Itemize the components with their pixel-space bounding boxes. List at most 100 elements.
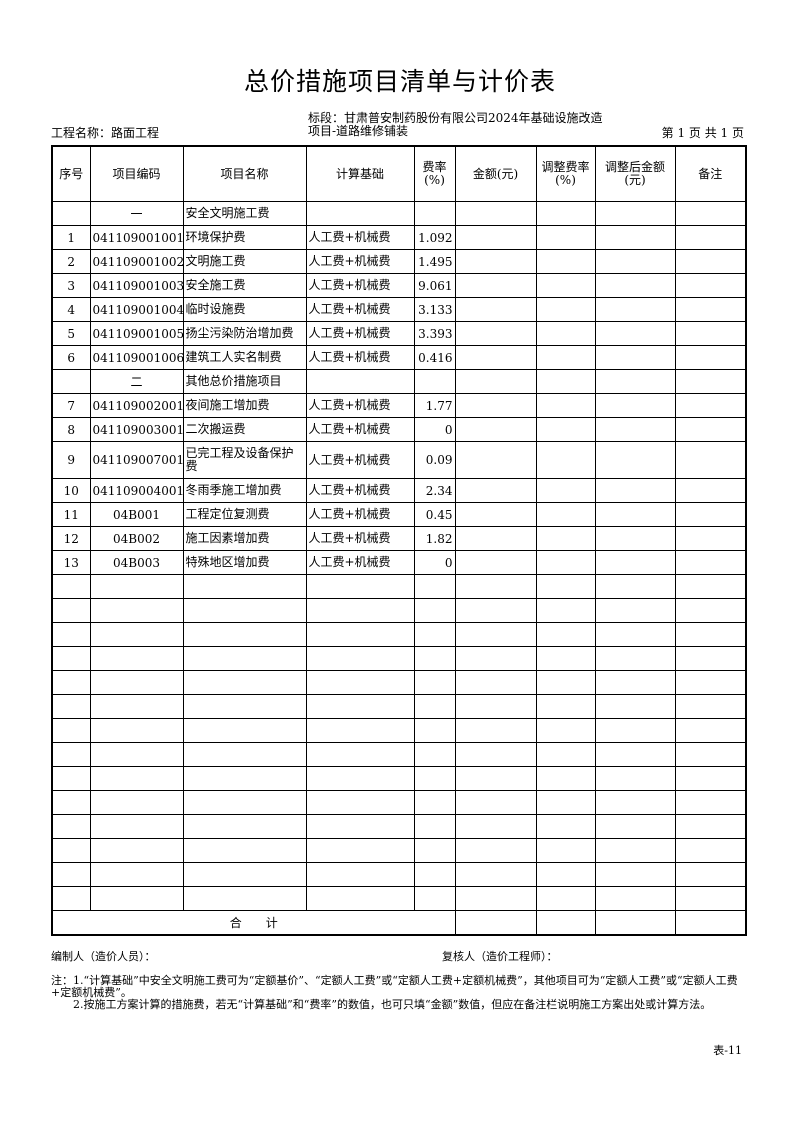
section-label: 标段：甘肃普安制药股份有限公司2024年基础设施改造项目-道路维修铺装 [308, 111, 603, 138]
total-label: 合 计 [51, 910, 456, 936]
column-header: 项目编码 [89, 145, 184, 202]
cell-name: 安全文明施工费 [182, 201, 307, 226]
cell-name: 文明施工费 [182, 249, 307, 274]
empty-cell [182, 766, 307, 791]
empty-cell [594, 441, 676, 479]
cell-rate: 3.133 [413, 297, 456, 322]
empty-cell [413, 694, 456, 719]
empty-cell [674, 321, 747, 346]
table-row: 11 04B001 工程定位复测费 人工费+机械费 0.45 [51, 502, 747, 527]
cell-code: 041109001004 [89, 297, 184, 322]
cell-code: 041109003001 [89, 417, 184, 442]
table-row: 一安全文明施工费 [51, 201, 747, 226]
empty-cell [89, 670, 184, 695]
cell-basis: 人工费+机械费 [305, 249, 415, 274]
empty-cell [535, 694, 596, 719]
empty-cell [413, 670, 456, 695]
empty-cell [594, 790, 676, 815]
empty-cell [454, 742, 537, 767]
empty-cell [674, 838, 747, 863]
empty-cell [535, 646, 596, 671]
cell-no: 1 [51, 225, 91, 250]
empty-row [51, 766, 747, 791]
empty-cell [305, 790, 415, 815]
cell-rate: 1.495 [413, 249, 456, 274]
form-number: 表-11 [713, 1044, 742, 1057]
empty-row [51, 862, 747, 887]
column-header: 项目名称 [182, 145, 307, 202]
table-row: 2 041109001002 文明施工费 人工费+机械费 1.495 [51, 249, 747, 274]
empty-cell [454, 862, 537, 887]
empty-cell [594, 910, 676, 936]
empty-cell [535, 441, 596, 479]
empty-cell [305, 718, 415, 743]
empty-cell [89, 646, 184, 671]
cell-rate: 3.393 [413, 321, 456, 346]
empty-cell [674, 670, 747, 695]
cell-name: 扬尘污染防治增加费 [182, 321, 307, 346]
empty-cell [454, 838, 537, 863]
cell-rate: 9.061 [413, 273, 456, 298]
cell-no: 7 [51, 393, 91, 418]
empty-cell [182, 574, 307, 599]
empty-cell [594, 694, 676, 719]
empty-cell [413, 598, 456, 623]
empty-cell [51, 766, 91, 791]
cell-rate: 0 [413, 550, 456, 575]
cell-basis: 人工费+机械费 [305, 345, 415, 370]
cell-no: 4 [51, 297, 91, 322]
cell-name: 临时设施费 [182, 297, 307, 322]
cell-code: 二 [89, 369, 184, 394]
empty-cell [535, 297, 596, 322]
empty-cell [413, 790, 456, 815]
empty-cell [454, 670, 537, 695]
cell-code: 一 [89, 201, 184, 226]
empty-cell [51, 622, 91, 647]
empty-cell [674, 526, 747, 551]
empty-cell [454, 814, 537, 839]
empty-row [51, 574, 747, 599]
cell-no: 12 [51, 526, 91, 551]
cell-no: 5 [51, 321, 91, 346]
empty-cell [674, 502, 747, 527]
cell-no [51, 201, 91, 226]
empty-cell [182, 862, 307, 887]
empty-cell [51, 694, 91, 719]
empty-cell [454, 225, 537, 250]
table-row: 7 041109002001 夜间施工增加费 人工费+机械费 1.77 [51, 393, 747, 418]
empty-cell [89, 790, 184, 815]
table-row: 6 041109001006 建筑工人实名制费 人工费+机械费 0.416 [51, 345, 747, 370]
empty-cell [535, 574, 596, 599]
empty-cell [594, 814, 676, 839]
empty-cell [454, 369, 537, 394]
empty-cell [413, 718, 456, 743]
empty-cell [674, 417, 747, 442]
page-title: 总价措施项目清单与计价表 [243, 67, 556, 96]
cell-basis: 人工费+机械费 [305, 273, 415, 298]
empty-cell [535, 790, 596, 815]
empty-cell [594, 225, 676, 250]
table-row: 5 041109001005 扬尘污染防治增加费 人工费+机械费 3.393 [51, 321, 747, 346]
empty-row [51, 598, 747, 623]
cell-code: 041109001006 [89, 345, 184, 370]
empty-cell [182, 598, 307, 623]
empty-cell [182, 814, 307, 839]
table-row: 8 041109003001 二次搬运费 人工费+机械费 0 [51, 417, 747, 442]
cell-name: 夜间施工增加费 [182, 393, 307, 418]
cell-rate: 0.45 [413, 502, 456, 527]
empty-cell [594, 297, 676, 322]
empty-cell [454, 502, 537, 527]
empty-cell [89, 694, 184, 719]
cell-name: 建筑工人实名制费 [182, 345, 307, 370]
empty-cell [535, 502, 596, 527]
cell-name: 其他总价措施项目 [182, 369, 307, 394]
table-row: 12 04B002 施工因素增加费 人工费+机械费 1.82 [51, 526, 747, 551]
empty-cell [535, 550, 596, 575]
empty-cell [182, 646, 307, 671]
cell-code: 04B001 [89, 502, 184, 527]
empty-cell [305, 598, 415, 623]
empty-cell [535, 526, 596, 551]
empty-row [51, 646, 747, 671]
empty-cell [535, 273, 596, 298]
empty-cell [674, 550, 747, 575]
